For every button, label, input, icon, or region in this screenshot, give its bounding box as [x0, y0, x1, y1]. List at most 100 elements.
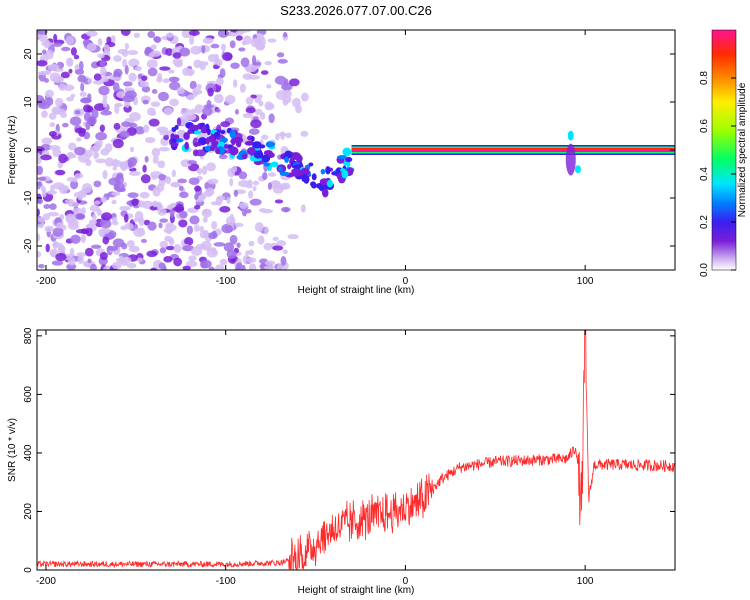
spectrogram-noise-blob [248, 240, 255, 247]
spectrogram-noise-blob [95, 158, 107, 164]
spectrogram-noise-blob [235, 35, 243, 41]
spectrogram-noise-blob [86, 105, 94, 113]
spectrogram-signal-blob [170, 142, 179, 148]
spectrogram-noise-blob [55, 252, 67, 262]
spectrogram-noise-blob [93, 180, 102, 188]
snr-x-tick-label: 100 [577, 576, 594, 587]
spectrogram-noise-blob [68, 142, 77, 151]
spectrogram-noise-blob [148, 118, 160, 127]
spectrogram-noise-blob [74, 173, 84, 179]
spectrogram-noise-blob [261, 209, 274, 214]
spectrogram-noise-blob [119, 205, 131, 211]
spectrogram-noise-blob [92, 213, 97, 221]
spectrogram-noise-blob [150, 101, 161, 107]
spectrogram-noise-blob [128, 58, 140, 68]
spectrogram-noise-blob [173, 243, 182, 253]
snr-y-tick-label: 200 [23, 503, 34, 520]
spectrogram-noise-blob [194, 204, 201, 210]
spectrogram-noise-blob [182, 245, 195, 252]
spectrogram-noise-blob [70, 47, 77, 56]
spectrogram-noise-blob [93, 200, 101, 205]
spectrogram-noise-blob [76, 137, 82, 142]
spectrogram-noise-blob [97, 38, 103, 46]
spectrogram-noise-blob [211, 220, 218, 230]
spectrogram-noise-blob [245, 250, 250, 256]
chart-title: S233.2026.077.07.00.C26 [280, 3, 432, 18]
spectrogram-noise-blob [70, 179, 79, 190]
spectrogram-signal-blob [326, 179, 334, 188]
spectrogram-noise-blob [65, 35, 75, 45]
spectrogram-noise-blob [300, 204, 306, 213]
spectrogram-noise-blob [194, 149, 207, 157]
spectrogram-noise-blob [90, 263, 97, 270]
spectrogram-noise-blob [112, 238, 125, 248]
spectrogram-noise-blob [108, 74, 114, 80]
spectrogram-signal-blob [241, 153, 248, 160]
spectrogram-noise-blob [242, 113, 253, 119]
spectrogram-noise-blob [178, 185, 184, 191]
snr-x-axis-label: Height of straight line (km) [298, 585, 415, 596]
spectrogram-signal-blob [284, 156, 289, 163]
spectrogram-noise-blob [229, 213, 235, 223]
spectrogram-noise-blob [60, 71, 70, 79]
spectrogram-noise-blob [100, 196, 107, 203]
spectrogram-noise-blob [176, 117, 182, 126]
spectrogram-noise-blob [245, 257, 257, 263]
colorbar-tick-label: 0.8 [699, 71, 710, 85]
spectrogram-noise-blob [263, 265, 275, 270]
spectrogram-noise-blob [238, 171, 248, 180]
spectrogram-noise-blob [104, 143, 113, 153]
spectrogram-noise-blob [80, 234, 87, 243]
spectrogram-noise-blob [200, 259, 212, 269]
spectrogram-noise-blob [283, 89, 292, 98]
spectrogram-noise-blob [267, 182, 272, 191]
spectrogram-noise-blob [300, 130, 309, 137]
spectrogram-noise-blob [272, 236, 279, 242]
spectrogram-noise-blob [184, 236, 194, 246]
spectrogram-noise-blob [210, 43, 220, 49]
spectrogram-signal-blob [337, 155, 347, 160]
spectrogram-noise-blob [41, 41, 53, 47]
spectrogram-signal-blob [321, 188, 329, 198]
spectrogram-noise-blob [254, 222, 264, 233]
spectrogram-noise-blob [45, 243, 50, 253]
spectrogram-signal-blob [247, 147, 256, 155]
spectrogram-noise-blob [189, 80, 197, 90]
spectrogram-noise-blob [241, 40, 247, 46]
spectrogram-noise-blob [37, 165, 44, 176]
spectrogram-noise-blob [85, 159, 92, 167]
carrier-band-peak [351, 149, 675, 151]
spectrogram-noise-blob [81, 207, 86, 215]
spectrogram-noise-blob [276, 263, 283, 270]
spectrogram-noise-blob [268, 172, 277, 177]
spectrogram-noise-blob [169, 98, 179, 107]
spectrogram-noise-blob [224, 94, 236, 105]
spectrogram-noise-blob [129, 146, 135, 153]
spectrogram-noise-blob [68, 68, 73, 74]
spectrogram-noise-blob [52, 240, 59, 250]
spectrogram-noise-blob [37, 251, 42, 258]
spectrogram-noise-blob [185, 68, 195, 76]
spectrogram-noise-blob [70, 93, 76, 98]
spectrogram-noise-blob [202, 106, 213, 116]
spectrogram-noise-blob [99, 66, 107, 77]
spectrogram-noise-blob [84, 247, 94, 257]
spectrogram-signal-blob [265, 141, 276, 148]
spectrogram-noise-blob [280, 256, 287, 266]
spectrogram-noise-blob [96, 142, 103, 149]
spectrogram-noise-blob [208, 266, 215, 270]
spectrogram-signal-blob [278, 166, 283, 172]
spectrogram-noise-blob [162, 264, 167, 270]
spectrogram-noise-blob [46, 97, 54, 106]
spectrogram-noise-blob [116, 91, 127, 99]
spectrogram-noise-blob [163, 107, 173, 116]
snr-x-tick-label: -100 [216, 576, 236, 587]
spectrogram-noise-blob [222, 52, 233, 61]
spectrogram-noise-blob [163, 256, 173, 263]
spectrogram-noise-blob [252, 180, 259, 186]
spectrogram-noise-blob [165, 48, 174, 56]
spectrogram-noise-blob [165, 245, 175, 251]
spectrogram-y-tick-label: -10 [23, 190, 34, 205]
spectrogram-noise-blob [69, 116, 82, 126]
spectrogram-noise-blob [43, 78, 50, 83]
